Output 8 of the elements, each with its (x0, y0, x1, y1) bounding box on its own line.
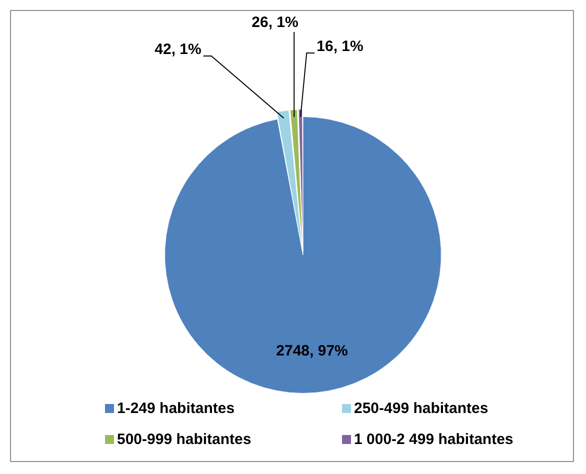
legend-label: 1 000-2 499 habitantes (354, 431, 514, 448)
data-label: 16, 1% (316, 38, 364, 56)
legend-label: 250-499 habitantes (354, 400, 488, 417)
data-label: 42, 1% (154, 41, 202, 58)
legend-label: 1-249 habitantes (117, 400, 235, 417)
data-label: 2748, 97% (276, 342, 348, 360)
data-label: 26, 1% (252, 14, 298, 32)
legend-label: 500-999 habitantes (117, 431, 252, 448)
